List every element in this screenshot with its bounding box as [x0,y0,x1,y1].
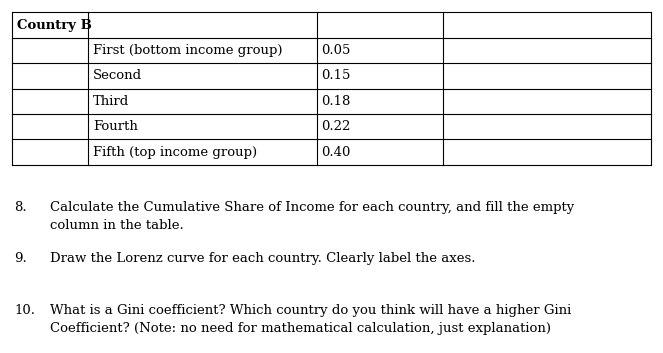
Text: What is a Gini coefficient? Which country do you think will have a higher Gini
C: What is a Gini coefficient? Which countr… [50,304,571,335]
Text: Fourth: Fourth [93,120,138,133]
Text: 0.15: 0.15 [322,70,351,82]
Text: Fifth (top income group): Fifth (top income group) [93,146,257,158]
Text: First (bottom income group): First (bottom income group) [93,44,282,57]
Text: 0.22: 0.22 [322,120,351,133]
Text: 9.: 9. [15,252,27,265]
Text: 0.18: 0.18 [322,95,351,108]
Text: Country B: Country B [17,19,91,31]
Text: Draw the Lorenz curve for each country. Clearly label the axes.: Draw the Lorenz curve for each country. … [50,252,475,265]
Text: 0.40: 0.40 [322,146,351,158]
Text: 8.: 8. [15,201,27,214]
Text: Third: Third [93,95,129,108]
Text: 0.05: 0.05 [322,44,351,57]
Text: Calculate the Cumulative Share of Income for each country, and fill the empty
co: Calculate the Cumulative Share of Income… [50,201,574,232]
Text: 10.: 10. [15,304,36,317]
Text: Second: Second [93,70,142,82]
